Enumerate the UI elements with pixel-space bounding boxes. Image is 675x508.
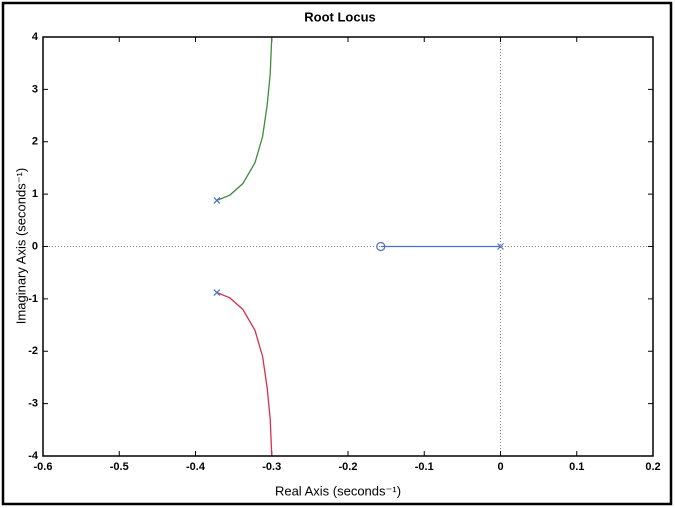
x-tick-label: -0.2 — [339, 461, 358, 473]
x-tick-label: -0.6 — [34, 461, 53, 473]
y-tick-label: 2 — [32, 136, 38, 148]
y-tick-label: 4 — [32, 31, 39, 43]
y-tick-label: -1 — [28, 293, 38, 305]
y-axis-label: Imaginary Axis (seconds⁻¹) — [13, 168, 28, 324]
y-tick-label: -4 — [28, 450, 39, 462]
x-tick-label: 0.1 — [569, 461, 584, 473]
y-tick-label: 0 — [32, 240, 38, 252]
x-tick-label: -0.5 — [110, 461, 129, 473]
x-axis-label: Real Axis (seconds⁻¹) — [275, 483, 401, 498]
zero-marker — [376, 241, 386, 252]
pole-marker — [213, 196, 221, 204]
y-tick-label: -3 — [28, 398, 38, 410]
x-tick-label: -0.3 — [262, 461, 281, 473]
plot-area — [42, 36, 654, 457]
x-tick-label: -0.1 — [415, 461, 434, 473]
y-tick-label: 1 — [32, 188, 38, 200]
pole-marker — [213, 289, 221, 297]
locus-branch — [216, 36, 273, 202]
y-tick-label: -2 — [28, 345, 38, 357]
pole-marker — [497, 243, 504, 250]
chart-title: Root Locus — [304, 9, 376, 24]
locus-branch — [216, 291, 273, 457]
x-tick-label: 0.2 — [645, 461, 660, 473]
x-tick-label: 0 — [497, 461, 503, 473]
y-tick-label: 3 — [32, 83, 38, 95]
x-tick-label: -0.4 — [186, 461, 206, 473]
